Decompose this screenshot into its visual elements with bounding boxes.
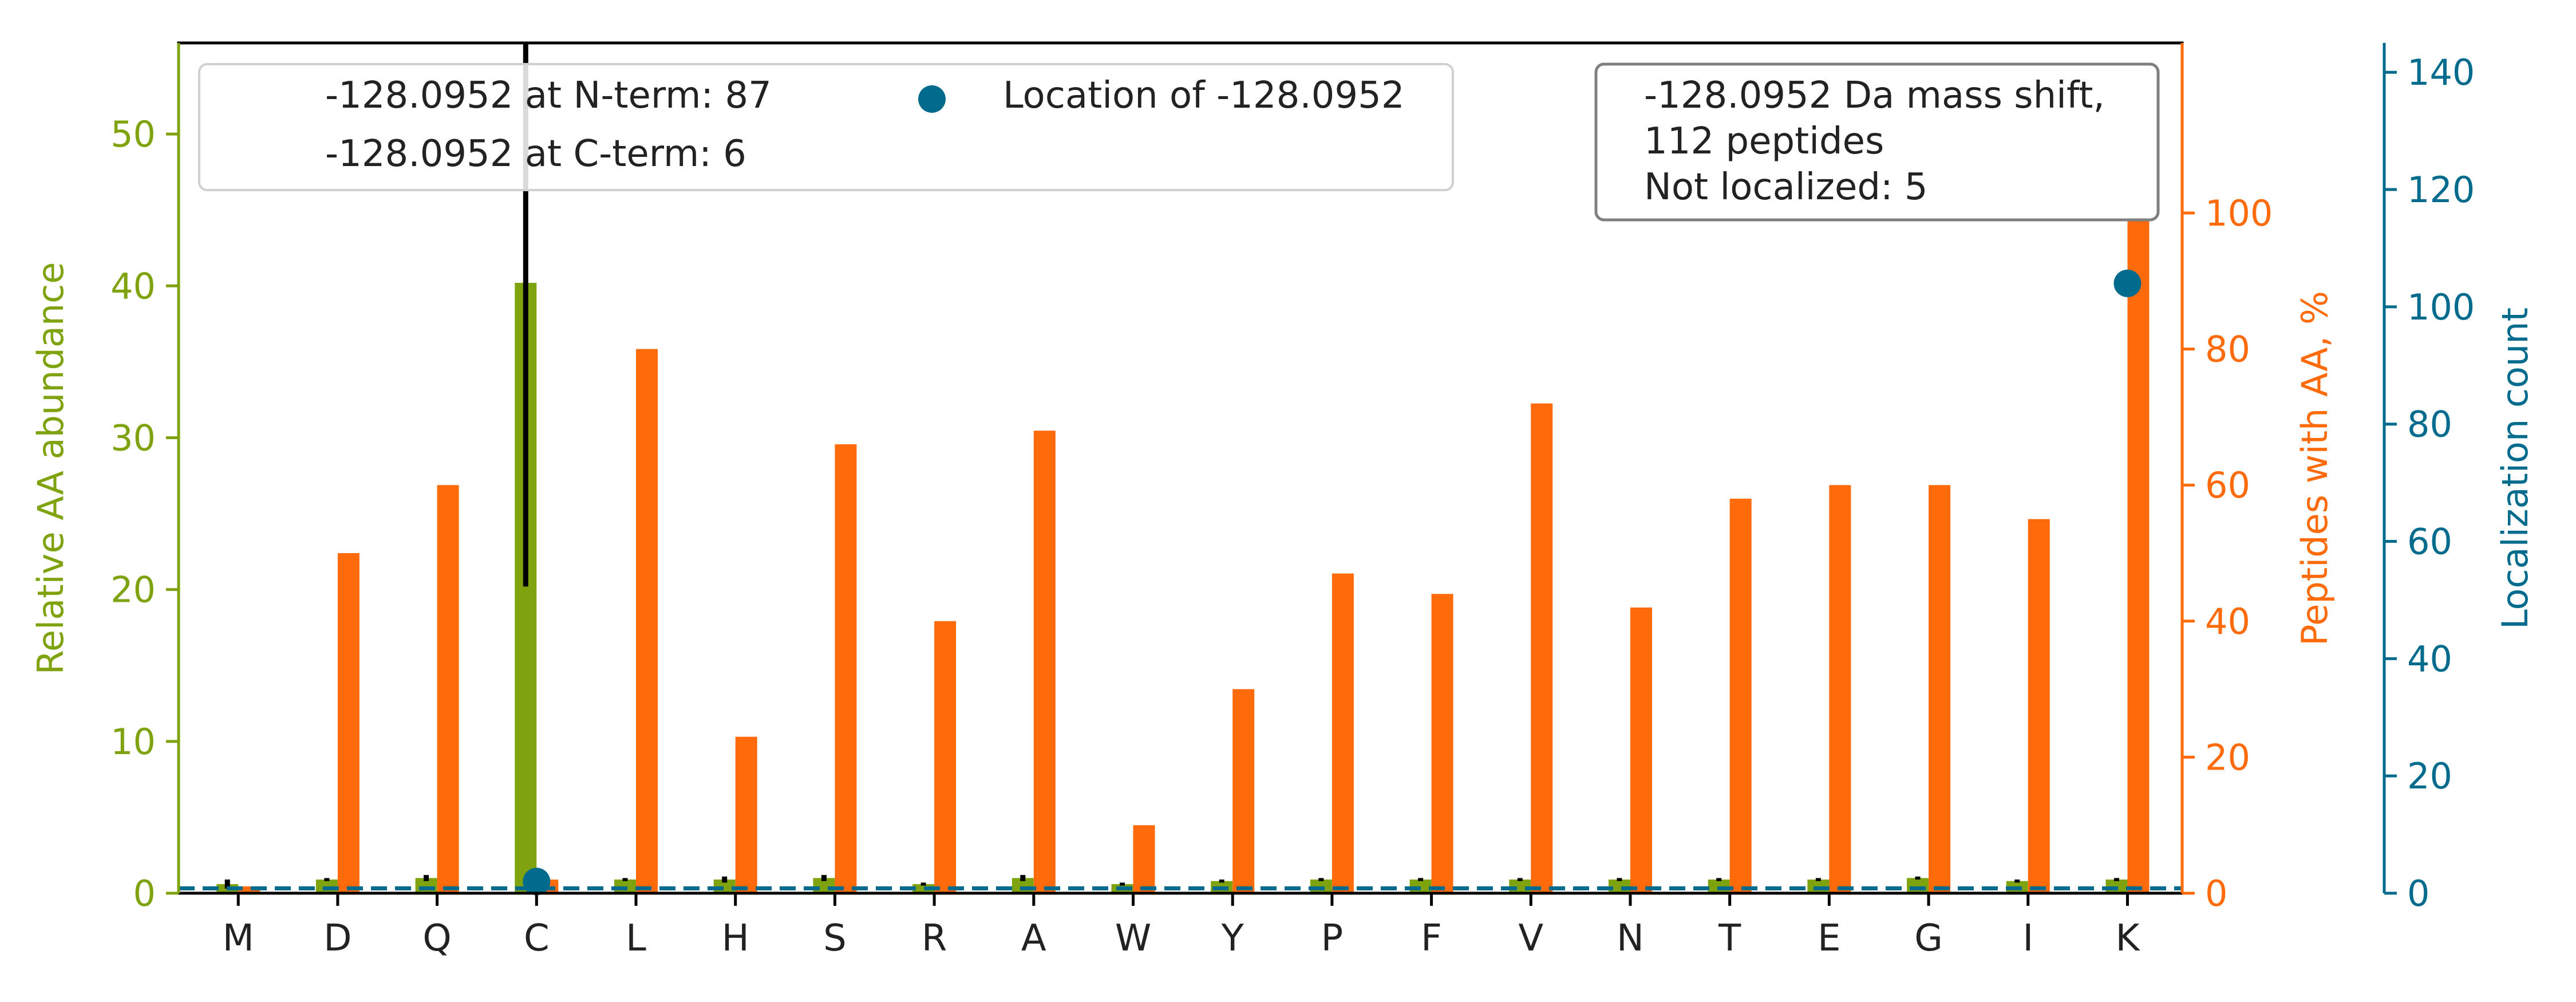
left-tick-label: 0 [133, 873, 156, 914]
localization-point-C [523, 867, 551, 896]
localization-tick-label: 120 [2407, 169, 2475, 211]
x-tick-label-L: L [626, 917, 646, 960]
x-tick-label-E: E [1818, 917, 1840, 960]
peptide-bar-D [337, 553, 359, 893]
localization-tick-label: 60 [2407, 521, 2452, 563]
right-tick-label: 20 [2205, 736, 2250, 778]
right-y-axis: 0 20 40 60 80 100 [2180, 43, 2273, 914]
x-tick-label-M: M [223, 917, 254, 960]
x-tick-label-H: H [722, 917, 749, 960]
localization-tick-label: 40 [2407, 638, 2452, 680]
x-tick-label-C: C [524, 917, 550, 960]
left-axis-label: Relative AA abundance [30, 262, 72, 675]
localization-tick-label: 140 [2407, 52, 2475, 93]
left-tick-label: 30 [110, 417, 156, 459]
x-tick-label-Y: Y [1221, 917, 1244, 960]
peptide-bar-K [2127, 131, 2150, 894]
x-tick-label-R: R [922, 917, 947, 960]
peptide-bar-Q [437, 485, 459, 893]
x-tick-label-W: W [1115, 917, 1151, 960]
left-tick-label: 20 [110, 569, 156, 611]
peptide-bar-V [1531, 403, 1553, 893]
x-tick-label-G: G [1914, 917, 1943, 960]
peptide-bar-S [835, 444, 857, 893]
info-line-mass-shift: -128.0952 Da mass shift, [1644, 74, 2105, 117]
localization-point-K [2113, 269, 2142, 297]
x-tick-label-T: T [1718, 917, 1741, 960]
legend-frame [198, 63, 1454, 191]
peptide-bar-G [1929, 485, 1951, 893]
peptide-bar-T [1729, 498, 1752, 893]
peptide-bar-N [1630, 607, 1652, 893]
peptide-bar-I [2028, 519, 2050, 893]
x-tick-label-K: K [2115, 917, 2140, 960]
x-tick-label-V: V [1518, 917, 1543, 960]
legend: -128.0952 at N-term: 87 -128.0952 at C-t… [198, 63, 1454, 191]
legend-entry-nterm: -128.0952 at N-term: 87 [325, 74, 772, 117]
right-tick-label: 100 [2205, 192, 2273, 234]
right-tick-label: 60 [2205, 464, 2250, 506]
left-tick-label: 40 [110, 265, 156, 307]
x-tick-label-Q: Q [422, 917, 451, 960]
legend-entry-location: Location of -128.0952 [1003, 74, 1405, 117]
peptide-bars [238, 131, 2150, 894]
localization-tick-label: 80 [2407, 404, 2452, 445]
x-tick-label-A: A [1021, 917, 1046, 960]
left-tick-label: 50 [110, 113, 156, 155]
peptide-bar-A [1033, 431, 1056, 893]
legend-marker-location [918, 85, 946, 113]
left-tick-label: 10 [110, 721, 156, 763]
localization-tick-label: 20 [2407, 755, 2452, 797]
localization-tick-label: 0 [2407, 873, 2429, 914]
localization-points [523, 269, 2142, 896]
x-tick-label-N: N [1617, 917, 1644, 960]
x-tick-label-D: D [323, 917, 351, 960]
right-tick-label: 80 [2205, 329, 2250, 370]
peptide-bar-H [735, 736, 757, 893]
left-y-axis: 0 10 20 30 40 50 [110, 43, 180, 914]
peptide-bar-R [934, 621, 957, 893]
peptide-bar-M [238, 886, 260, 893]
abundance-bar-G [1907, 878, 1929, 893]
x-tick-label-P: P [1321, 917, 1344, 960]
peptide-bar-L [636, 349, 658, 893]
peptide-bar-P [1332, 573, 1354, 893]
x-tick-label-S: S [823, 917, 847, 960]
legend-entry-cterm: -128.0952 at C-term: 6 [325, 133, 746, 175]
x-tick-label-F: F [1421, 917, 1442, 960]
localization-axis-label: Localization count [2494, 307, 2536, 629]
peptide-bar-E [1829, 485, 1851, 893]
peptide-bar-W [1133, 825, 1155, 893]
peptide-bar-F [1431, 594, 1453, 893]
info-box: -128.0952 Da mass shift, 112 peptides No… [1594, 62, 2160, 222]
localization-tick-label: 100 [2407, 286, 2475, 328]
peptide-bar-Y [1232, 689, 1255, 893]
info-line-peptides: 112 peptides [1644, 120, 1884, 163]
right-tick-label: 0 [2205, 873, 2227, 914]
info-box-frame [1594, 62, 2160, 222]
x-tick-label-I: I [2022, 917, 2033, 960]
info-line-not-localized: Not localized: 5 [1644, 166, 1928, 208]
localization-y-axis: 0 20 40 60 80 100 120 140 [2383, 43, 2475, 914]
right-tick-label: 40 [2205, 601, 2250, 642]
right-axis-label: Peptides with AA, % [2294, 291, 2336, 646]
